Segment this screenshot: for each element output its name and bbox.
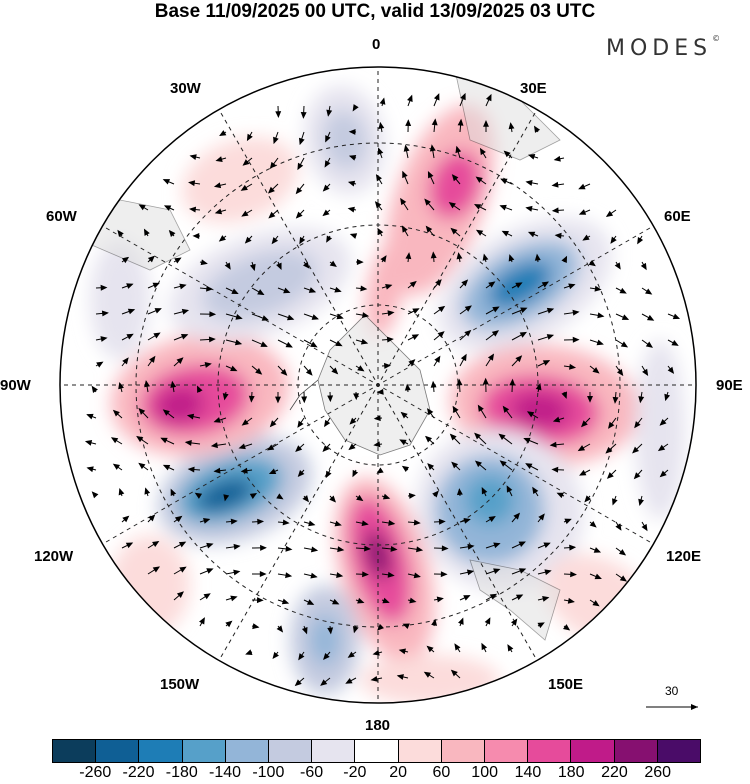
lon-label-150w: 150W xyxy=(160,676,199,693)
lon-label-30w: 30W xyxy=(170,80,201,97)
colorbar-swatch xyxy=(183,740,226,762)
colorbar-tick-label: 260 xyxy=(644,764,671,782)
lon-label-60e: 60E xyxy=(664,208,691,225)
colorbar-swatch xyxy=(399,740,442,762)
colorbar-tick-label: 100 xyxy=(471,764,498,782)
anomaly-contour xyxy=(360,655,500,705)
colorbar-swatch xyxy=(139,740,182,762)
colorbar-swatch xyxy=(355,740,398,762)
colorbar-tick-label: 20 xyxy=(389,764,407,782)
lon-label-120w: 120W xyxy=(34,548,73,565)
lon-label-150e: 150E xyxy=(548,676,583,693)
colorbar-tick-label: -180 xyxy=(166,764,198,782)
colorbar-swatch xyxy=(226,740,269,762)
colorbar-swatch xyxy=(571,740,614,762)
anomaly-contour xyxy=(110,535,190,635)
colorbar-swatch xyxy=(53,740,96,762)
reference-vector-label: 30 xyxy=(665,684,678,698)
lon-label-90e: 90E xyxy=(716,377,743,394)
colorbar-swatch xyxy=(269,740,312,762)
colorbar-swatch xyxy=(528,740,571,762)
colorbar-tick-label: 60 xyxy=(432,764,450,782)
lon-label-0: 0 xyxy=(372,36,380,53)
colorbar-tick-label: 180 xyxy=(558,764,585,782)
colorbar-tick-label: -100 xyxy=(252,764,284,782)
colorbar-swatch xyxy=(96,740,139,762)
colorbar-tick-label: -60 xyxy=(300,764,323,782)
colorbar-tick-label: -20 xyxy=(343,764,366,782)
colorbar-swatch xyxy=(485,740,528,762)
colorbar-tick-label: -220 xyxy=(123,764,155,782)
lon-label-30e: 30E xyxy=(520,80,547,97)
reference-vector xyxy=(646,704,698,710)
colorbar-ticks: -260 -220 -180 -140 -100 -60 -20 20 60 100 140 180 2… xyxy=(0,764,750,784)
colorbar-tick-label: -260 xyxy=(79,764,111,782)
map-disc xyxy=(48,55,710,720)
lon-label-180: 180 xyxy=(365,717,390,734)
lon-label-120e: 120E xyxy=(666,548,701,565)
colorbar-swatch xyxy=(615,740,658,762)
lon-label-60w: 60W xyxy=(46,208,77,225)
colorbar-tick-label: -140 xyxy=(209,764,241,782)
colorbar-swatch xyxy=(658,740,700,762)
colorbar-swatch xyxy=(312,740,355,762)
colorbar-tick-label: 140 xyxy=(515,764,542,782)
lon-label-90w: 90W xyxy=(0,377,31,394)
colorbar-swatch xyxy=(442,740,485,762)
colorbar xyxy=(52,739,701,763)
colorbar-tick-label: 220 xyxy=(601,764,628,782)
